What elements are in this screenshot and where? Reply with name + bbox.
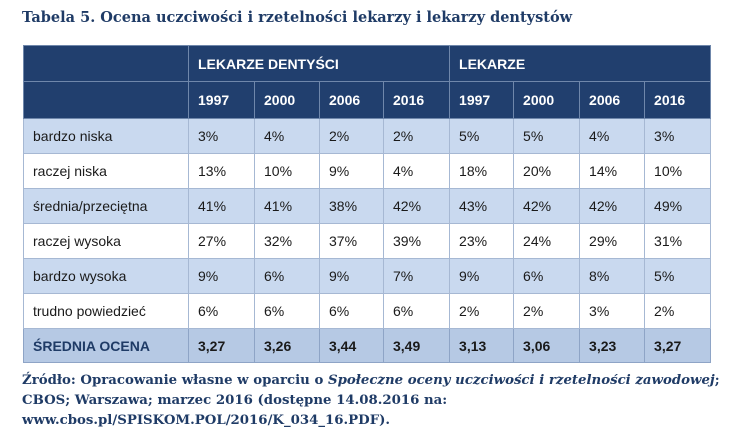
row-label: trudno powiedzieć	[23, 293, 189, 329]
table-cell: 39%	[382, 223, 451, 259]
table-cell: 43%	[449, 188, 515, 224]
table-cell: 41%	[188, 188, 255, 224]
source-note: Źródło: Opracowanie własne w oparciu o S…	[22, 371, 737, 431]
summary-cell: 3,27	[188, 328, 255, 363]
group-header-dentists: LEKARZE DENTYŚCI	[187, 45, 451, 82]
summary-label: ŚREDNIA OCENA	[23, 328, 189, 363]
table-cell: 2%	[319, 118, 384, 154]
table-cell: 4%	[579, 118, 646, 154]
row-label: raczej niska	[23, 153, 189, 189]
table-cell: 31%	[644, 223, 712, 259]
table-cell: 9%	[319, 258, 384, 294]
table-cell: 2%	[513, 293, 581, 329]
table-cell: 14%	[579, 153, 646, 189]
table-cell: 23%	[449, 223, 515, 259]
table-cell: 5%	[513, 118, 581, 154]
summary-cell: 3,27	[644, 328, 712, 363]
table-row: raczej niska 13% 10% 9% 4% 18% 20% 14% 1…	[23, 153, 712, 189]
table-cell: 9%	[449, 258, 515, 294]
table-caption: Tabela 5. Ocena uczciwości i rzetelności…	[22, 9, 573, 26]
corner-header-cell	[23, 81, 189, 119]
table-cell: 6%	[188, 293, 255, 329]
table-cell: 13%	[188, 153, 255, 189]
table-cell: 5%	[644, 258, 712, 294]
table-cell: 42%	[513, 188, 581, 224]
summary-cell: 3,13	[449, 328, 515, 363]
table-cell: 24%	[513, 223, 581, 259]
source-title: Społeczne oceny uczciwości i rzetelności…	[327, 373, 715, 388]
year-header: 1997	[188, 81, 255, 119]
table-cell: 4%	[254, 118, 320, 154]
corner-header-cell	[23, 45, 189, 82]
year-header: 1997	[449, 81, 515, 119]
summary-cell: 3,44	[319, 328, 384, 363]
table-cell: 3%	[644, 118, 712, 154]
source-suffix: ; CBOS; Warszawa; marzec 2016 (dostępne …	[22, 373, 720, 428]
table-cell: 3%	[579, 293, 646, 329]
table-cell: 5%	[449, 118, 515, 154]
row-label: średnia/przeciętna	[23, 188, 189, 224]
table-cell: 32%	[254, 223, 320, 259]
year-header: 2000	[254, 81, 320, 119]
table-cell: 10%	[644, 153, 712, 189]
table-cell: 4%	[382, 153, 451, 189]
table-cell: 6%	[254, 293, 320, 329]
table-cell: 10%	[254, 153, 320, 189]
summary-row: ŚREDNIA OCENA 3,27 3,26 3,44 3,49 3,13 3…	[23, 328, 712, 363]
table-cell: 41%	[254, 188, 320, 224]
table-cell: 6%	[382, 293, 451, 329]
table-cell: 29%	[579, 223, 646, 259]
table-cell: 2%	[382, 118, 451, 154]
table-cell: 42%	[579, 188, 646, 224]
table-cell: 38%	[319, 188, 384, 224]
table-row: bardzo wysoka 9% 6% 9% 7% 9% 6% 8% 5%	[23, 258, 712, 294]
row-label: raczej wysoka	[23, 223, 189, 259]
summary-cell: 3,06	[513, 328, 581, 363]
year-header: 2016	[382, 81, 451, 119]
table-row: raczej wysoka 27% 32% 37% 39% 23% 24% 29…	[23, 223, 712, 259]
table-cell: 2%	[644, 293, 712, 329]
table-cell: 8%	[579, 258, 646, 294]
source-prefix: Źródło: Opracowanie własne w oparciu o	[22, 373, 328, 388]
ratings-table: LEKARZE DENTYŚCI LEKARZE 1997 2000 2006 …	[23, 45, 712, 363]
table-cell: 6%	[319, 293, 384, 329]
table-row: średnia/przeciętna 41% 41% 38% 42% 43% 4…	[23, 188, 712, 224]
summary-cell: 3,49	[382, 328, 451, 363]
table-cell: 6%	[513, 258, 581, 294]
table-cell: 49%	[644, 188, 712, 224]
table-cell: 20%	[513, 153, 581, 189]
year-header: 2016	[644, 81, 712, 119]
row-label: bardzo wysoka	[23, 258, 189, 294]
row-label: bardzo niska	[23, 118, 189, 154]
table-cell: 42%	[382, 188, 451, 224]
table-cell: 37%	[319, 223, 384, 259]
table-cell: 2%	[449, 293, 515, 329]
table-cell: 3%	[188, 118, 255, 154]
year-header: 2006	[579, 81, 646, 119]
summary-cell: 3,26	[254, 328, 320, 363]
table-cell: 18%	[449, 153, 515, 189]
year-header: 2006	[319, 81, 384, 119]
table-row: bardzo niska 3% 4% 2% 2% 5% 5% 4% 3%	[23, 118, 712, 154]
group-header-doctors: LEKARZE	[449, 45, 712, 82]
table-cell: 7%	[382, 258, 451, 294]
year-header: 2000	[513, 81, 581, 119]
table-cell: 9%	[188, 258, 255, 294]
table-cell: 9%	[319, 153, 384, 189]
table-row: trudno powiedzieć 6% 6% 6% 6% 2% 2% 3% 2…	[23, 293, 712, 329]
table-cell: 6%	[254, 258, 320, 294]
summary-cell: 3,23	[579, 328, 646, 363]
table-cell: 27%	[188, 223, 255, 259]
